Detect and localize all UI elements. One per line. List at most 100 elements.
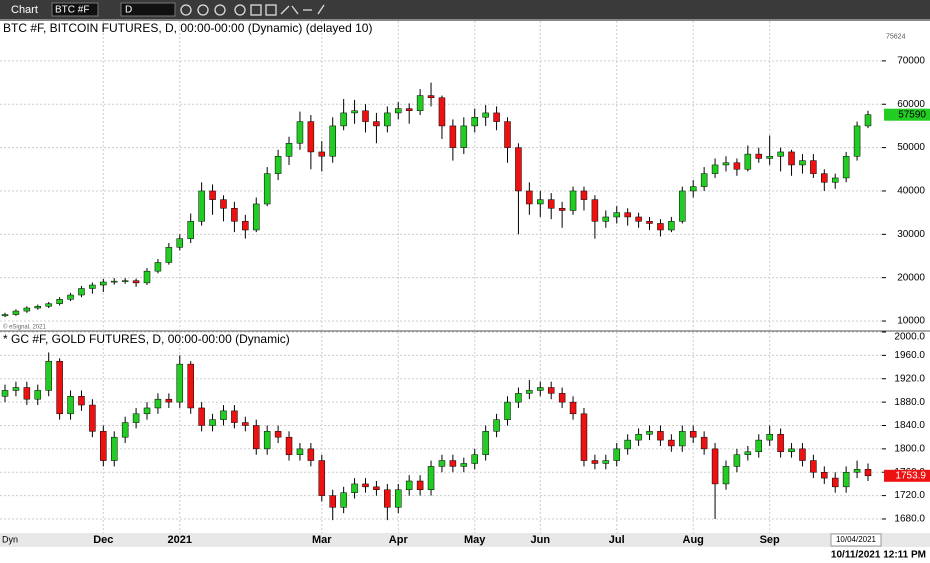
- candle-body: [45, 360, 52, 391]
- candle-body: [263, 173, 271, 205]
- candle-body: [744, 451, 752, 455]
- candle-body: [362, 483, 369, 488]
- candle-body: [318, 151, 326, 157]
- candle-body: [591, 199, 599, 222]
- candle-body: [209, 419, 216, 426]
- candle-body: [657, 223, 664, 231]
- candle-body: [810, 160, 817, 174]
- candle: [526, 182, 533, 215]
- candle: [56, 297, 63, 306]
- candle: [351, 478, 358, 499]
- candle-body: [755, 439, 763, 453]
- candle-body: [132, 413, 140, 423]
- candle: [1, 384, 9, 403]
- candle: [449, 119, 457, 161]
- candle-body: [537, 387, 544, 391]
- candle-body: [405, 108, 413, 111]
- candle-body: [864, 114, 872, 127]
- candle: [395, 483, 402, 514]
- last-price-label: 1753.9: [895, 470, 926, 481]
- candle: [613, 443, 620, 467]
- candle: [810, 454, 817, 479]
- candle: [504, 117, 511, 163]
- candle: [635, 212, 642, 228]
- candle: [831, 173, 839, 189]
- candle: [296, 111, 304, 150]
- window-title: Chart: [11, 4, 38, 16]
- y-tick-label: 60000: [897, 99, 925, 110]
- candle: [591, 454, 599, 470]
- candle-body: [67, 396, 74, 415]
- candle-body: [842, 471, 850, 488]
- candle-body: [416, 95, 424, 111]
- candle: [624, 434, 631, 455]
- candle-body: [329, 495, 336, 508]
- candle-body: [831, 477, 839, 488]
- candle-body: [34, 306, 42, 309]
- candle: [143, 268, 151, 286]
- candle: [23, 381, 31, 406]
- candle: [438, 95, 446, 139]
- candle-body: [110, 280, 118, 283]
- status-datetime: 10/11/2021 12:11 PM: [831, 550, 926, 561]
- last-price-label: 57590: [898, 109, 926, 120]
- mode-label[interactable]: Dyn: [2, 534, 18, 544]
- candle: [558, 201, 566, 228]
- candle-body: [143, 270, 151, 284]
- candle-body: [821, 471, 828, 479]
- candle: [700, 167, 708, 191]
- candle: [864, 110, 872, 129]
- candle-body: [198, 190, 205, 222]
- candle-body: [777, 434, 784, 453]
- candle-body: [711, 448, 719, 485]
- candle-body: [427, 466, 435, 491]
- candle-body: [580, 190, 588, 200]
- time-axis: [0, 533, 930, 547]
- candle: [799, 443, 806, 467]
- candle: [580, 186, 588, 211]
- chart-title: BTC #F, BITCOIN FUTURES, D, 00:00-00:00 …: [3, 21, 372, 35]
- candle: [329, 489, 336, 521]
- symbol-box[interactable]: [51, 2, 99, 17]
- candle: [831, 472, 839, 493]
- candle-body: [831, 177, 839, 183]
- candle: [668, 434, 675, 452]
- toolbar-icons[interactable]: [180, 4, 325, 16]
- candle-body: [1, 314, 9, 317]
- candle-body: [657, 431, 664, 441]
- candle-body: [296, 448, 304, 455]
- symbol-input[interactable]: BTC #F: [55, 5, 89, 16]
- candle: [154, 259, 162, 274]
- candle-body: [143, 407, 151, 415]
- candle: [427, 82, 435, 107]
- candle: [657, 425, 664, 446]
- candle: [515, 143, 522, 235]
- candle-body: [558, 393, 566, 403]
- candle-body: [646, 221, 653, 224]
- interval-box[interactable]: [120, 2, 176, 17]
- candle-body: [493, 419, 500, 432]
- candle: [864, 463, 872, 481]
- candle-body: [482, 112, 489, 118]
- candle-body: [121, 422, 129, 438]
- candle: [821, 466, 828, 484]
- candle-body: [853, 469, 861, 473]
- candle-body: [711, 164, 719, 174]
- interval-input[interactable]: D: [125, 5, 132, 16]
- candle-body: [504, 121, 511, 148]
- candle-body: [460, 463, 468, 467]
- candle-body: [624, 212, 631, 218]
- status-bar: [0, 547, 930, 563]
- candle: [253, 197, 260, 233]
- candle: [810, 154, 817, 178]
- candle: [100, 425, 107, 467]
- candle: [449, 454, 457, 473]
- candle-body: [733, 162, 741, 170]
- candle-body: [23, 307, 31, 312]
- candle: [231, 405, 238, 429]
- candle: [231, 201, 238, 233]
- candle-body: [777, 151, 784, 157]
- candle-body: [253, 203, 260, 231]
- candle-body: [34, 390, 42, 400]
